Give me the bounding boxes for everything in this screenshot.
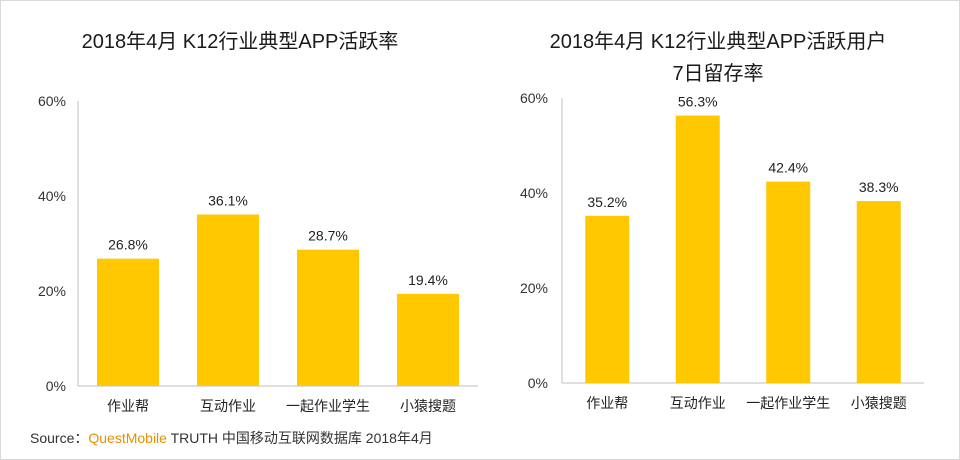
data-label: 36.1% bbox=[208, 193, 248, 209]
source-prefix: Source： bbox=[30, 430, 89, 446]
source-brand: QuestMobile bbox=[88, 430, 167, 446]
bar bbox=[856, 201, 901, 383]
data-label: 56.3% bbox=[678, 94, 718, 110]
x-tick-label: 作业帮 bbox=[107, 398, 149, 414]
y-tick-label: 20% bbox=[520, 280, 548, 296]
bar bbox=[397, 293, 459, 386]
x-tick-label: 一起作业学生 bbox=[286, 398, 370, 414]
y-tick-label: 0% bbox=[528, 375, 548, 391]
charts-canvas: 2018年4月 K12行业典型APP活跃率 0% 20% 40% 60% 26.8% 作业… bbox=[38, 30, 924, 414]
x-tick-label: 作业帮 bbox=[586, 395, 628, 411]
chart-title: 2018年4月 K12行业典型APP活跃率 bbox=[82, 30, 399, 53]
x-tick-label: 互动作业 bbox=[670, 395, 726, 411]
bar bbox=[97, 258, 159, 386]
y-tick-label: 40% bbox=[38, 188, 66, 204]
bar bbox=[197, 214, 259, 386]
data-label: 35.2% bbox=[587, 194, 627, 210]
x-tick-label: 小猿搜题 bbox=[851, 395, 907, 411]
y-tick-label: 20% bbox=[38, 283, 66, 299]
chart-title: 2018年4月 K12行业典型APP活跃用户 bbox=[550, 30, 887, 53]
y-tick-label: 60% bbox=[38, 93, 66, 109]
x-tick-label: 小猿搜题 bbox=[400, 398, 456, 414]
data-label: 38.3% bbox=[859, 179, 899, 195]
y-tick-label: 0% bbox=[46, 378, 66, 394]
data-label: 19.4% bbox=[408, 272, 448, 288]
y-tick-label: 40% bbox=[520, 185, 548, 201]
y-tick-label: 60% bbox=[520, 90, 548, 106]
data-label: 26.8% bbox=[108, 237, 148, 253]
bar bbox=[766, 181, 811, 383]
bar bbox=[675, 115, 720, 383]
source-rest: TRUTH 中国移动互联网数据库 2018年4月 bbox=[166, 430, 433, 446]
bars-group: 0% 20% 40% 60% 26.8% 作业帮 36.1% 互动作业 28.7% 一起作业学生 1… bbox=[38, 93, 478, 414]
bar bbox=[585, 215, 630, 383]
data-label: 42.4% bbox=[768, 160, 808, 176]
source-note: Source：QuestMobile TRUTH 中国移动互联网数据库 2018… bbox=[30, 428, 433, 448]
chart-retention-rate: 2018年4月 K12行业典型APP活跃用户 7日留存率 0% 20% 40% 60%… bbox=[520, 30, 924, 411]
x-tick-label: 互动作业 bbox=[200, 398, 256, 414]
x-tick-label: 一起作业学生 bbox=[746, 395, 830, 411]
chart-activity-rate: 2018年4月 K12行业典型APP活跃率 0% 20% 40% 60% 26.8% 作业… bbox=[38, 30, 478, 414]
data-label: 28.7% bbox=[308, 228, 348, 244]
bars-group: 0% 20% 40% 60% 35.2% 作业帮 56.3% 互动作业 42.4% 一起作业学生 3… bbox=[520, 90, 924, 411]
chart-subtitle: 7日留存率 bbox=[672, 62, 763, 85]
bar bbox=[297, 249, 359, 386]
